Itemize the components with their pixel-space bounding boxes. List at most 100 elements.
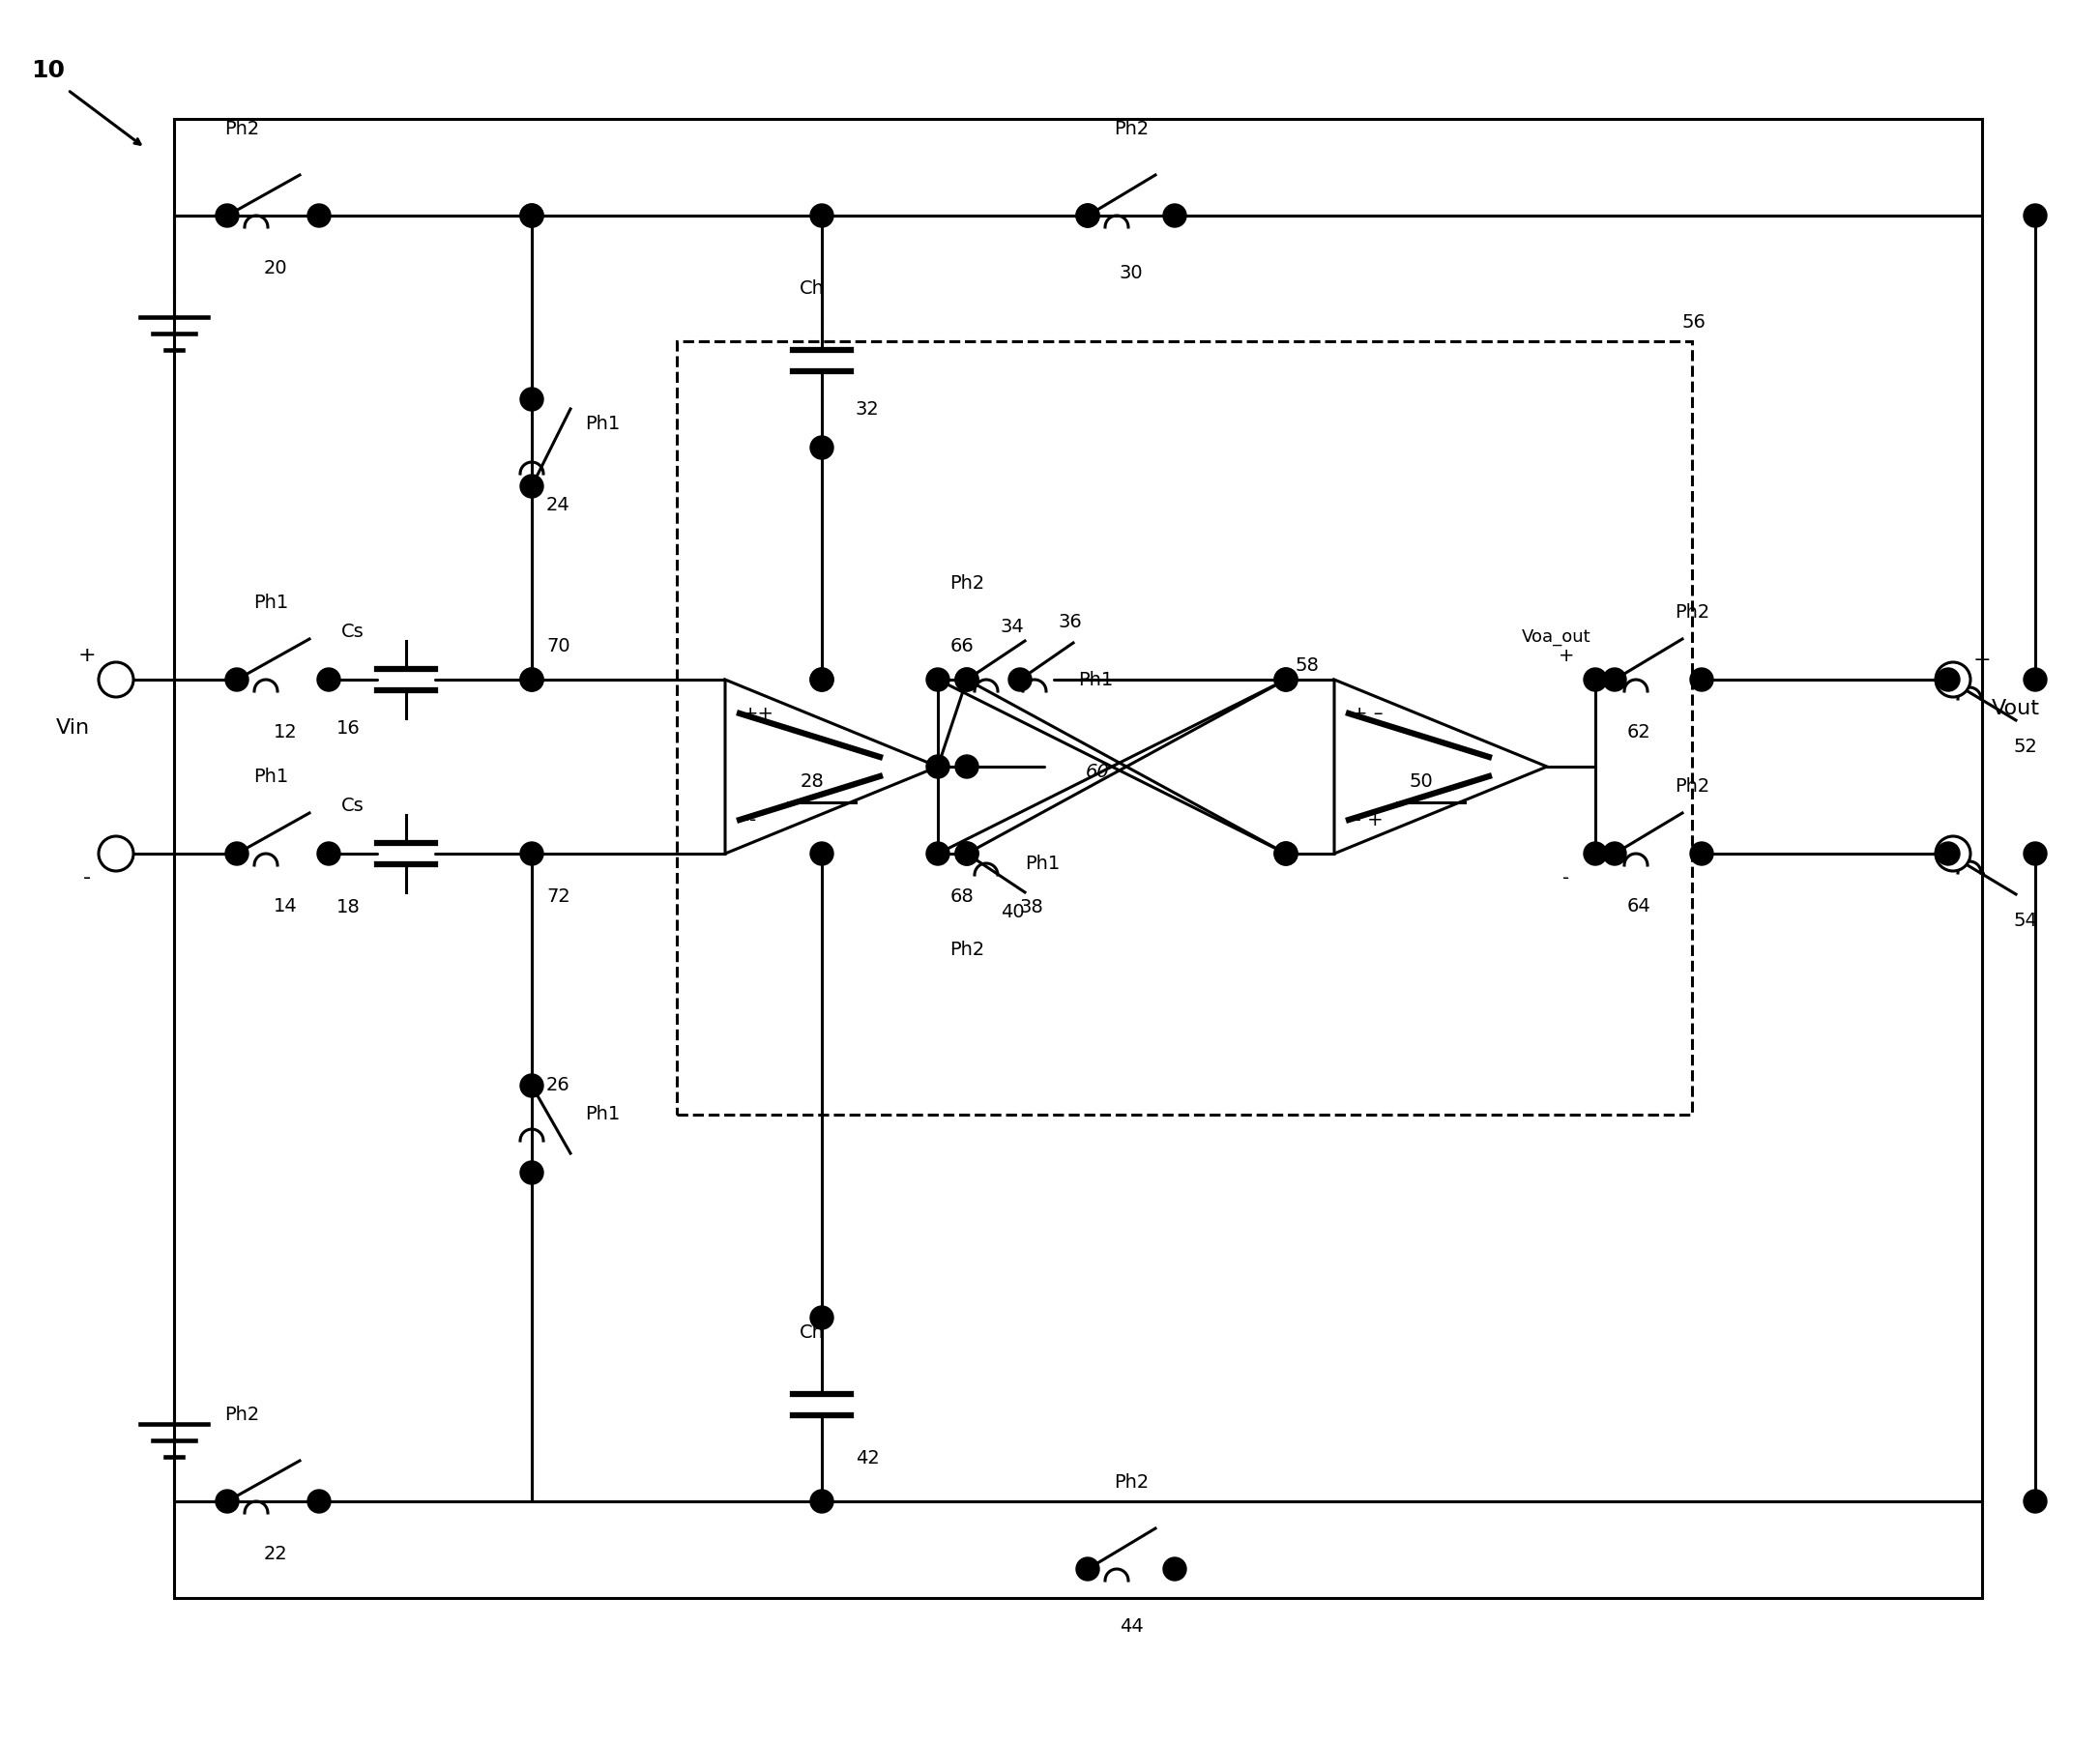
Circle shape: [811, 1306, 834, 1330]
Circle shape: [317, 842, 340, 865]
Circle shape: [1075, 1558, 1098, 1581]
Text: 26: 26: [546, 1075, 571, 1095]
Circle shape: [811, 204, 834, 227]
Text: 56: 56: [1682, 314, 1707, 331]
Circle shape: [811, 842, 834, 865]
Text: 58: 58: [1296, 655, 1319, 675]
Text: +: +: [1974, 650, 1991, 669]
Circle shape: [2024, 204, 2047, 227]
Circle shape: [956, 842, 979, 865]
Text: -: -: [1562, 868, 1569, 887]
Text: Vin: Vin: [55, 718, 90, 737]
Text: 18: 18: [336, 898, 359, 917]
Circle shape: [521, 1161, 544, 1183]
Circle shape: [225, 668, 248, 692]
Circle shape: [521, 474, 544, 498]
Text: Ph1: Ph1: [254, 767, 288, 786]
Text: 38: 38: [1021, 898, 1044, 917]
Text: 10: 10: [31, 59, 65, 82]
Circle shape: [811, 668, 834, 692]
Text: Ph2: Ph2: [225, 1405, 258, 1424]
Text: 60: 60: [1086, 762, 1109, 781]
Text: 54: 54: [2014, 912, 2037, 931]
Text: Vout: Vout: [1991, 699, 2039, 718]
Circle shape: [2024, 842, 2047, 865]
Text: Ph1: Ph1: [1077, 671, 1113, 688]
Circle shape: [1275, 842, 1298, 865]
Circle shape: [1936, 662, 1970, 697]
Circle shape: [1602, 842, 1625, 865]
Circle shape: [317, 668, 340, 692]
Text: 50: 50: [1409, 772, 1432, 790]
Text: 70: 70: [546, 638, 569, 655]
Circle shape: [1275, 668, 1298, 692]
Text: Ph1: Ph1: [586, 415, 620, 432]
Text: 14: 14: [273, 898, 298, 915]
Text: +: +: [78, 645, 97, 666]
Circle shape: [1936, 668, 1959, 692]
Text: – +: – +: [1352, 810, 1384, 830]
Text: Ph2: Ph2: [225, 120, 258, 138]
Bar: [174, 119, 1982, 1598]
Text: +: +: [1558, 647, 1575, 664]
Text: 42: 42: [855, 1448, 880, 1468]
Text: Cs: Cs: [342, 622, 365, 640]
Bar: [676, 342, 1693, 1114]
Circle shape: [1163, 204, 1186, 227]
Text: -: -: [1978, 863, 1987, 882]
Circle shape: [1075, 204, 1098, 227]
Text: 44: 44: [1119, 1618, 1142, 1635]
Circle shape: [956, 755, 979, 777]
Circle shape: [1602, 668, 1625, 692]
Circle shape: [521, 204, 544, 227]
Text: Ph1: Ph1: [586, 1105, 620, 1124]
Circle shape: [521, 387, 544, 411]
Circle shape: [1008, 668, 1031, 692]
Text: Ph1: Ph1: [254, 594, 288, 612]
Circle shape: [1583, 668, 1606, 692]
Text: Ch: Ch: [800, 1323, 825, 1342]
Circle shape: [521, 668, 544, 692]
Circle shape: [1275, 842, 1298, 865]
Text: 34: 34: [1002, 617, 1025, 636]
Circle shape: [1690, 842, 1714, 865]
Text: 64: 64: [1628, 898, 1651, 915]
Circle shape: [1275, 668, 1298, 692]
Circle shape: [811, 436, 834, 458]
Circle shape: [956, 668, 979, 692]
Text: Ph2: Ph2: [1113, 120, 1149, 138]
Text: + –: + –: [1352, 704, 1384, 723]
Circle shape: [1075, 204, 1098, 227]
Circle shape: [99, 837, 134, 872]
Circle shape: [99, 662, 134, 697]
Circle shape: [926, 668, 949, 692]
Text: Ph2: Ph2: [1674, 777, 1709, 795]
Text: Ph2: Ph2: [1113, 1473, 1149, 1492]
Circle shape: [1936, 842, 1959, 865]
Circle shape: [1583, 842, 1606, 865]
Text: 52: 52: [2014, 737, 2037, 756]
Text: 22: 22: [265, 1544, 288, 1563]
Text: ++: ++: [743, 704, 775, 723]
Circle shape: [307, 1490, 330, 1513]
Circle shape: [811, 1490, 834, 1513]
Circle shape: [956, 668, 979, 692]
Text: Ph2: Ph2: [949, 573, 985, 593]
Text: 36: 36: [1058, 612, 1084, 631]
Text: Cs: Cs: [342, 797, 365, 814]
Circle shape: [2024, 668, 2047, 692]
Text: 30: 30: [1119, 263, 1142, 282]
Circle shape: [926, 755, 949, 777]
Text: 32: 32: [855, 399, 880, 418]
Circle shape: [811, 668, 834, 692]
Circle shape: [216, 1490, 239, 1513]
Circle shape: [521, 204, 544, 227]
Circle shape: [1163, 1558, 1186, 1581]
Text: 68: 68: [949, 887, 974, 906]
Circle shape: [307, 204, 330, 227]
Text: Ch: Ch: [800, 279, 825, 298]
Circle shape: [1936, 837, 1970, 872]
Text: 62: 62: [1628, 723, 1651, 741]
Circle shape: [521, 1074, 544, 1098]
Circle shape: [225, 842, 248, 865]
